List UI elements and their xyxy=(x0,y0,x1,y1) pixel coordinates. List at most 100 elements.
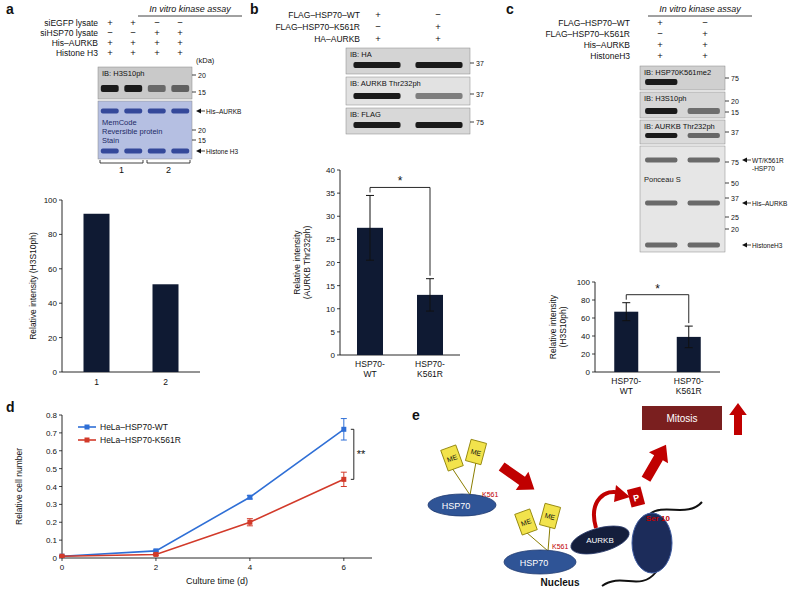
lane-group-label: 1 xyxy=(119,165,124,175)
band xyxy=(101,85,119,92)
condition-label: His–AURKB xyxy=(52,38,99,48)
membrane-label: IB: H3S10ph xyxy=(102,69,145,78)
y-tick-label: 0 xyxy=(586,368,591,377)
marker xyxy=(85,438,90,443)
condition-label: HistoneH3 xyxy=(590,51,630,61)
condition-label: FLAG–HSP70–K561R xyxy=(545,29,630,39)
y-axis-label: Relative intensity xyxy=(292,230,302,295)
y-tick xyxy=(337,285,340,286)
y-tick-label: 0.8 xyxy=(46,411,58,420)
marker-label: 20 xyxy=(731,226,739,233)
phosphate-box xyxy=(627,486,645,507)
marker-tick xyxy=(470,94,474,95)
unit: (kDa) xyxy=(196,56,215,65)
membrane-label: IB: AURKB Thr232ph xyxy=(644,122,715,131)
plot-marks xyxy=(84,214,179,372)
membrane xyxy=(640,92,725,118)
x-tick-label: 2 xyxy=(154,563,159,572)
membrane-label: IB: H3S10ph xyxy=(644,94,687,103)
condition-label: FLAG–HSP70–WT xyxy=(288,10,360,20)
band xyxy=(688,108,720,114)
stain-band xyxy=(645,158,677,163)
x-tick-label-line: WT xyxy=(363,369,376,379)
marker-tick xyxy=(192,130,196,131)
lane-bracket xyxy=(100,160,143,163)
marker-label: 37 xyxy=(731,129,739,136)
x-tick-label: HSP70-WT xyxy=(355,359,385,379)
stain-label: Reversible protein xyxy=(102,127,162,136)
lane-bracket xyxy=(147,160,190,163)
kinase-label: AURKB xyxy=(586,536,614,545)
methyl-label: ME xyxy=(544,512,556,522)
assay-title: In vitro kinase assay xyxy=(149,4,231,14)
marker-tick xyxy=(725,132,729,133)
series-line xyxy=(62,429,344,556)
y-tick-label: 20 xyxy=(581,350,590,359)
methyl-mark: ME xyxy=(515,509,538,535)
significance-bracket xyxy=(370,187,430,275)
condition-label: siHSP70 lysate xyxy=(40,28,98,38)
y-tick-label: 30 xyxy=(326,212,335,221)
x-tick-label: 6 xyxy=(342,563,347,572)
y-tick xyxy=(337,355,340,356)
methyl-label: ME xyxy=(446,453,459,463)
marker-label: 15 xyxy=(198,137,206,144)
band xyxy=(415,62,462,68)
membrane xyxy=(346,108,470,134)
marker-tick xyxy=(470,63,474,64)
y-tick xyxy=(337,216,340,217)
y-tick xyxy=(337,170,340,171)
y-axis-label: Relative cell number xyxy=(14,448,24,525)
methyl-label: ME xyxy=(470,448,482,458)
membrane xyxy=(346,77,470,105)
y-tick xyxy=(592,282,595,283)
error-bar xyxy=(247,519,253,526)
y-tick-label: 60 xyxy=(581,314,590,323)
stain-label: MemCode xyxy=(102,118,137,127)
lane-sign: − xyxy=(657,28,663,39)
marker xyxy=(60,554,65,558)
band-label: His–AURKB xyxy=(752,200,787,207)
stain xyxy=(640,146,725,252)
stain-band xyxy=(124,149,142,154)
marker xyxy=(341,477,346,482)
marker xyxy=(341,427,346,432)
marker-label: 75 xyxy=(731,159,739,166)
error-bar xyxy=(426,279,434,311)
x-tick-label-line: HSP70- xyxy=(611,376,641,386)
y-tick xyxy=(337,331,340,332)
stain-band xyxy=(101,109,119,114)
y-tick-label: 0.2 xyxy=(46,518,58,527)
membrane xyxy=(98,67,192,99)
y-tick-label: 5 xyxy=(331,328,336,337)
y-tick-label: 40 xyxy=(581,332,590,341)
methyl-stalk xyxy=(526,532,548,551)
series-line xyxy=(62,479,344,556)
condition-label: His–AURKB xyxy=(584,40,631,50)
y-axis-label: Relative intensity (H3S10ph) xyxy=(28,232,38,340)
lane-sign: + xyxy=(107,47,113,58)
marker-label: 15 xyxy=(731,109,739,116)
band xyxy=(148,85,166,92)
y-tick xyxy=(59,522,62,523)
x-tick-label-line: HSP70- xyxy=(415,359,445,369)
lane-group-label: 2 xyxy=(166,165,171,175)
kinase xyxy=(568,521,632,560)
y-tick-label: 15 xyxy=(326,282,335,291)
band xyxy=(415,93,462,99)
x-tick-label-line: 2 xyxy=(163,377,168,387)
lane-sign: − xyxy=(702,17,708,28)
y-tick xyxy=(592,336,595,337)
band xyxy=(353,62,400,68)
y-axis xyxy=(595,282,596,372)
marker-label: 37 xyxy=(731,195,739,202)
lane-sign: − xyxy=(435,9,441,20)
arrow-shaft xyxy=(200,111,205,112)
y-tick-label: 20 xyxy=(326,259,335,268)
marker-label: 75 xyxy=(731,75,739,82)
lane-sign: + xyxy=(435,33,441,44)
error-bar xyxy=(622,303,630,321)
error-bar xyxy=(341,419,347,440)
y-tick-label: 0.6 xyxy=(46,447,58,456)
y-tick xyxy=(337,193,340,194)
